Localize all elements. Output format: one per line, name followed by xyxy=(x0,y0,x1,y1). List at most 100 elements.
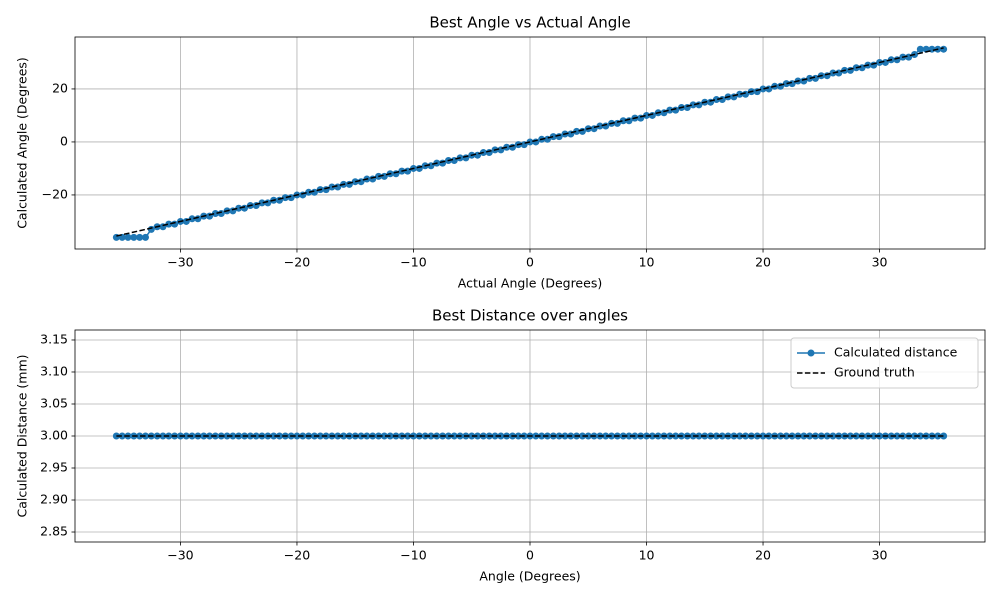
data-point xyxy=(736,90,744,98)
data-point xyxy=(258,199,266,207)
data-point xyxy=(340,432,348,440)
x-tick-label: 30 xyxy=(872,255,888,270)
data-point xyxy=(450,432,458,440)
data-point xyxy=(404,432,412,440)
data-point xyxy=(823,432,831,440)
data-point xyxy=(165,220,173,228)
data-point xyxy=(672,106,680,114)
data-point xyxy=(229,432,237,440)
data-point xyxy=(561,432,569,440)
data-point xyxy=(672,432,680,440)
data-point xyxy=(136,432,144,440)
data-point xyxy=(194,215,202,223)
y-tick-label: 20 xyxy=(52,80,68,95)
x-tick-label: 10 xyxy=(639,255,655,270)
data-point xyxy=(310,188,318,196)
data-point xyxy=(940,45,948,53)
data-point xyxy=(427,432,435,440)
data-point xyxy=(182,432,190,440)
data-point xyxy=(695,101,703,109)
data-point xyxy=(264,199,272,207)
data-point xyxy=(625,432,633,440)
data-point xyxy=(648,432,656,440)
data-point xyxy=(666,106,674,114)
data-point xyxy=(870,432,878,440)
data-point xyxy=(602,432,610,440)
data-point xyxy=(916,432,924,440)
data-point xyxy=(474,432,482,440)
x-axis-label: Angle (Degrees) xyxy=(479,569,580,584)
data-point xyxy=(718,96,726,104)
data-point xyxy=(357,178,365,186)
x-tick-label: 0 xyxy=(526,548,534,563)
data-point xyxy=(188,215,196,223)
data-point xyxy=(130,233,138,241)
data-point xyxy=(846,432,854,440)
x-tick-label: −30 xyxy=(167,548,193,563)
y-tick-label: 0 xyxy=(60,133,68,148)
x-tick-label: −20 xyxy=(284,255,310,270)
data-point xyxy=(806,74,814,82)
y-tick-label: 2.90 xyxy=(40,492,68,507)
data-point xyxy=(380,432,388,440)
data-point xyxy=(712,432,720,440)
data-point xyxy=(759,85,767,93)
data-point xyxy=(316,432,324,440)
data-point xyxy=(940,432,948,440)
legend-label: Ground truth xyxy=(834,365,915,380)
data-point xyxy=(147,225,155,233)
data-point xyxy=(363,432,371,440)
x-tick-label: 0 xyxy=(526,255,534,270)
data-point xyxy=(468,432,476,440)
x-tick-label: −20 xyxy=(284,548,310,563)
data-point xyxy=(619,117,627,125)
data-point xyxy=(782,432,790,440)
y-tick-label: 3.10 xyxy=(40,363,68,378)
data-point xyxy=(159,432,167,440)
data-point xyxy=(526,138,534,146)
data-point xyxy=(241,204,249,212)
x-tick-label: −10 xyxy=(400,255,426,270)
data-point xyxy=(246,432,254,440)
data-point xyxy=(788,80,796,88)
data-point xyxy=(916,45,924,53)
data-point xyxy=(689,101,697,109)
data-point xyxy=(293,432,301,440)
data-point xyxy=(934,432,942,440)
data-point xyxy=(281,194,289,202)
data-point xyxy=(124,233,132,241)
y-tick-label: 3.05 xyxy=(40,395,68,410)
y-tick-label: −20 xyxy=(42,186,68,201)
data-point xyxy=(287,194,295,202)
x-tick-label: 20 xyxy=(755,548,771,563)
data-point xyxy=(736,432,744,440)
data-point xyxy=(270,432,278,440)
y-tick-label: 2.95 xyxy=(40,460,68,475)
y-tick-label: 3.00 xyxy=(40,428,68,443)
data-point xyxy=(538,432,546,440)
data-point xyxy=(625,117,633,125)
data-point xyxy=(643,111,651,119)
data-point xyxy=(584,432,592,440)
series-line xyxy=(116,47,944,237)
data-point xyxy=(206,432,214,440)
data-point xyxy=(759,432,767,440)
x-tick-label: 20 xyxy=(755,255,771,270)
y-axis-label: Calculated Angle (Degrees) xyxy=(15,57,30,229)
data-point xyxy=(357,432,365,440)
data-point xyxy=(648,111,656,119)
x-tick-label: 10 xyxy=(639,548,655,563)
data-point xyxy=(136,233,144,241)
data-point xyxy=(328,183,336,191)
plot-frame xyxy=(74,36,986,250)
data-point xyxy=(252,432,260,440)
data-point xyxy=(765,85,773,93)
y-axis-label: Calculated Distance (mm) xyxy=(15,354,30,517)
legend-box xyxy=(790,337,979,389)
y-tick-label: 2.85 xyxy=(40,524,68,539)
data-point xyxy=(211,209,219,217)
data-point xyxy=(596,122,604,130)
plot-frame xyxy=(74,329,986,543)
